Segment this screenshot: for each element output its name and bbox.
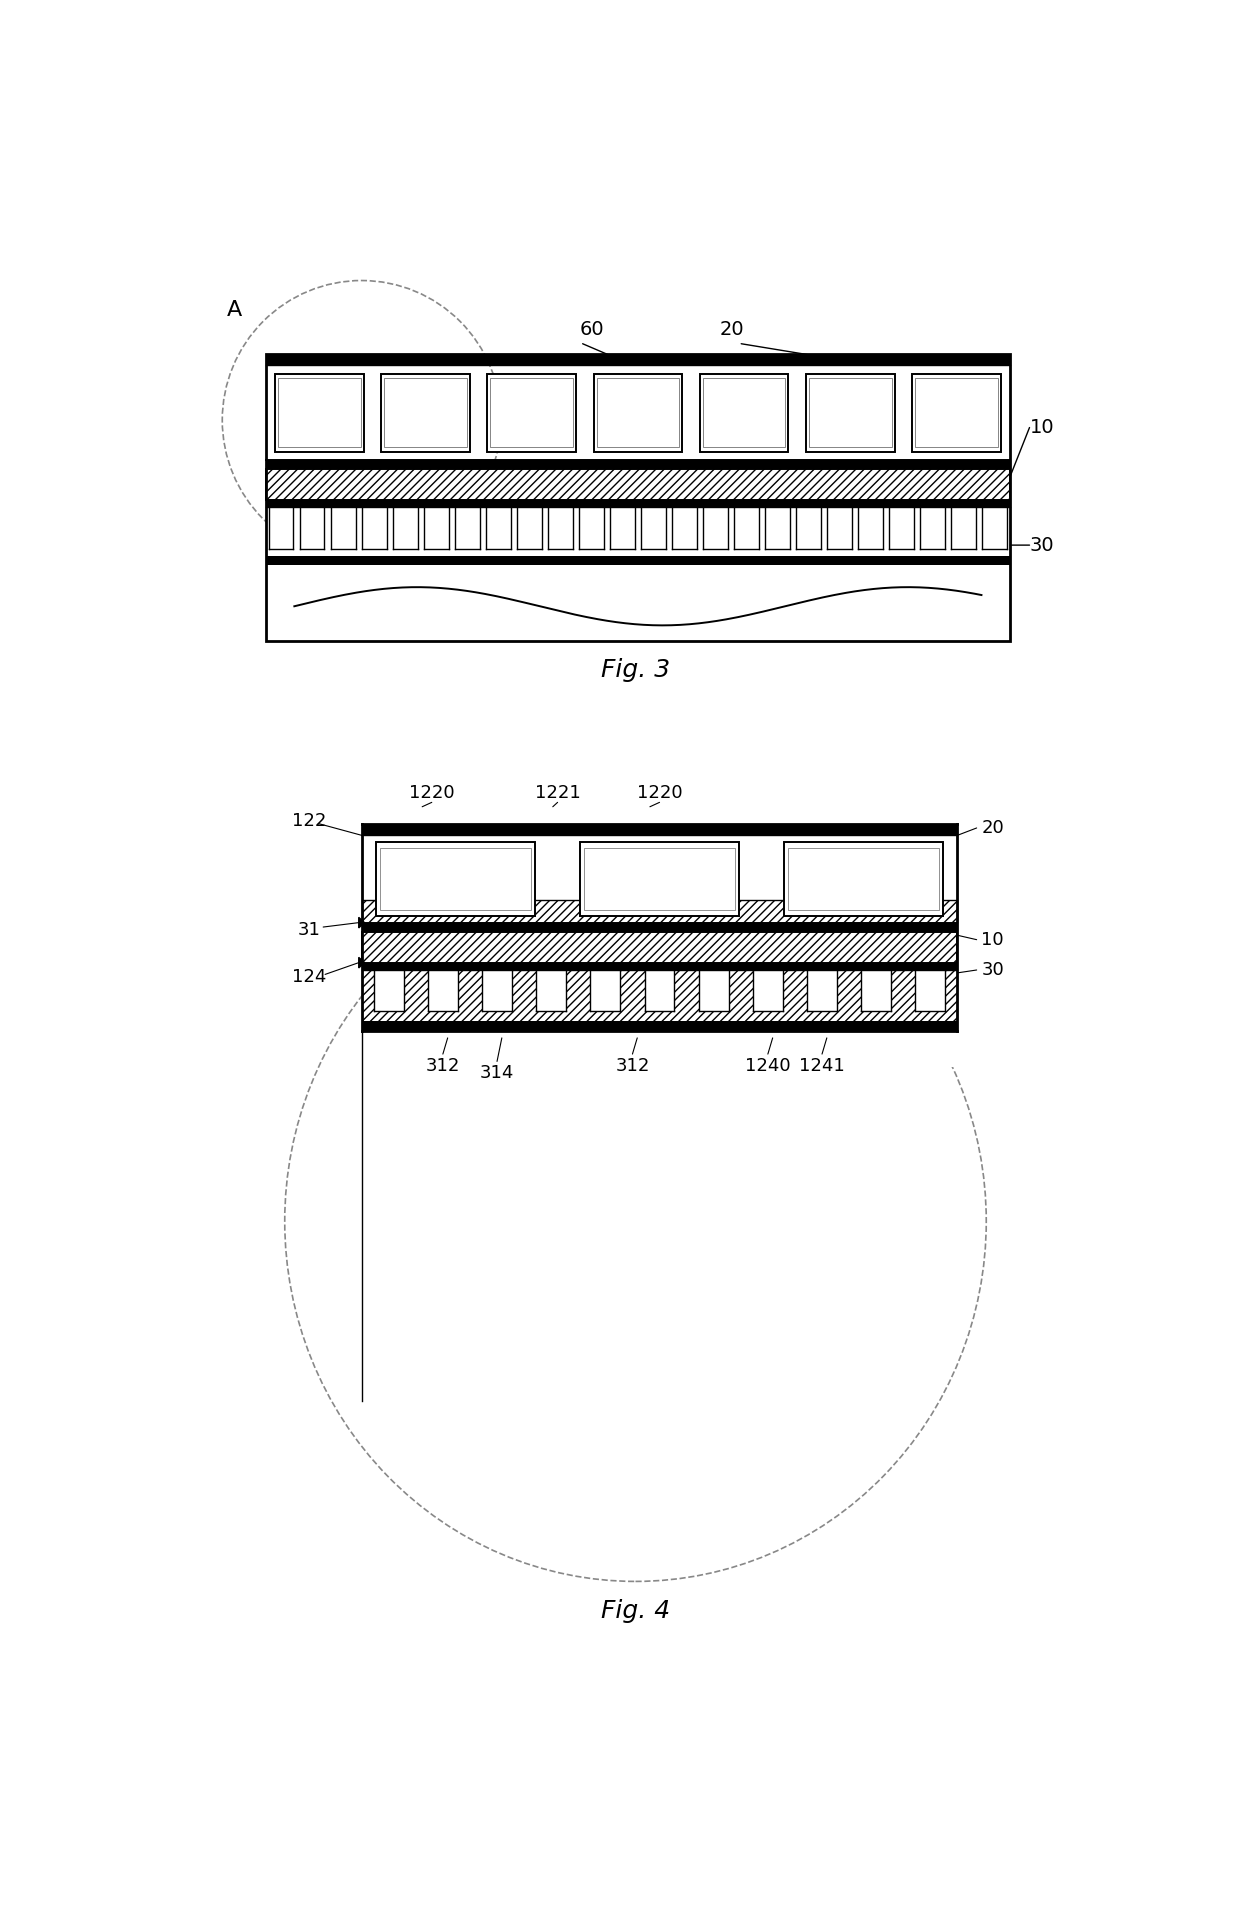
Bar — [362, 899, 957, 922]
Bar — [382, 374, 470, 452]
Bar — [265, 508, 1011, 556]
Bar — [490, 378, 573, 447]
Text: 60: 60 — [580, 321, 605, 340]
Bar — [808, 378, 892, 447]
Text: 314: 314 — [480, 1065, 515, 1082]
Text: 1241: 1241 — [799, 1058, 844, 1075]
Bar — [699, 970, 729, 1010]
Bar — [580, 842, 739, 916]
Bar — [596, 378, 680, 447]
Bar — [862, 970, 892, 1010]
Text: 1221: 1221 — [534, 785, 580, 802]
Text: Fig. 4: Fig. 4 — [601, 1600, 670, 1623]
Text: 1220: 1220 — [409, 785, 455, 802]
Bar — [265, 470, 1011, 500]
Bar — [915, 378, 998, 447]
Bar — [753, 970, 782, 1010]
Bar — [362, 962, 957, 970]
Bar — [362, 1021, 957, 1031]
Polygon shape — [358, 918, 365, 928]
Text: 20: 20 — [982, 819, 1004, 836]
Bar — [787, 848, 939, 911]
Bar — [584, 848, 735, 911]
Bar — [362, 825, 957, 1067]
Bar — [913, 374, 1001, 452]
Bar — [645, 970, 675, 1010]
Bar — [379, 848, 532, 911]
Text: 124: 124 — [291, 968, 326, 987]
Bar — [590, 970, 620, 1010]
Text: 122: 122 — [291, 811, 326, 830]
Bar — [275, 374, 363, 452]
Bar — [784, 842, 942, 916]
Bar — [376, 842, 536, 916]
Bar — [362, 970, 957, 1021]
Text: Fig. 3: Fig. 3 — [601, 659, 670, 682]
Bar — [807, 970, 837, 1010]
Bar — [265, 353, 1011, 365]
Bar — [265, 460, 1011, 470]
Text: 1220: 1220 — [636, 785, 682, 802]
Bar — [265, 500, 1011, 508]
Bar — [699, 374, 789, 452]
Bar — [915, 970, 945, 1010]
Text: 20: 20 — [719, 321, 744, 340]
Bar — [703, 378, 785, 447]
Bar — [373, 970, 403, 1010]
Bar — [362, 825, 957, 836]
Text: 30: 30 — [982, 960, 1004, 979]
Text: 10: 10 — [1029, 418, 1054, 437]
Polygon shape — [358, 956, 365, 968]
Bar — [487, 374, 575, 452]
Text: 312: 312 — [615, 1058, 650, 1075]
Text: 312: 312 — [425, 1058, 460, 1075]
Bar — [428, 970, 458, 1010]
Text: 30: 30 — [1029, 536, 1054, 556]
Text: 31: 31 — [298, 920, 320, 939]
Bar — [482, 970, 512, 1010]
Bar — [806, 374, 894, 452]
Bar — [265, 353, 1011, 641]
Text: A: A — [227, 300, 242, 321]
Text: 10: 10 — [982, 932, 1004, 949]
Bar — [362, 922, 957, 932]
Bar — [362, 932, 957, 962]
Bar — [536, 970, 567, 1010]
Bar — [594, 374, 682, 452]
Bar — [265, 556, 1011, 565]
Bar — [265, 353, 1011, 641]
Bar — [278, 378, 361, 447]
Text: 1240: 1240 — [745, 1058, 791, 1075]
Bar — [384, 378, 467, 447]
